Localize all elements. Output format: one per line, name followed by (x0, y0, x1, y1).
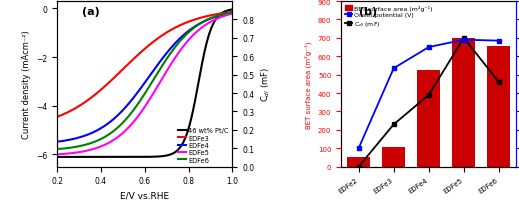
EDFe5 (157, 81, 163, 83)
46 wt% Pt/C (54, 156, 60, 158)
EDFe5 (85, 149, 91, 152)
Y-axis label: Current density (mAcm⁻²): Current density (mAcm⁻²) (22, 30, 31, 139)
EDFe5 (54, 153, 60, 156)
EDFe6 (54, 148, 60, 151)
Legend: 46 wt% Pt/C, EDFe3, EDFe4, EDFe5, EDFe6: 46 wt% Pt/C, EDFe3, EDFe4, EDFe5, EDFe6 (177, 127, 229, 164)
EDFe5 (186, 39, 192, 41)
46 wt% Pt/C (186, 126, 192, 128)
Line: EDFe4: EDFe4 (57, 14, 233, 142)
EDFe6 (133, 105, 140, 108)
EDFe3 (99, 88, 105, 90)
Legend: BET surface area (m²g⁻¹), Onset potential (V), C$_{dl}$ (mF): BET surface area (m²g⁻¹), Onset potentia… (344, 5, 433, 29)
EDFe4 (229, 12, 236, 15)
46 wt% Pt/C (133, 156, 140, 158)
EDFe4 (133, 93, 140, 96)
Y-axis label: BET surface area (m²g⁻¹): BET surface area (m²g⁻¹) (305, 41, 312, 128)
Text: (a): (a) (81, 7, 99, 17)
EDFe3 (85, 99, 91, 102)
Bar (347, 157, 370, 167)
X-axis label: E/V vs.RHE: E/V vs.RHE (120, 191, 169, 200)
EDFe3 (186, 21, 192, 24)
EDFe5 (133, 118, 140, 120)
Line: EDFe3: EDFe3 (57, 13, 233, 117)
46 wt% Pt/C (99, 156, 105, 158)
46 wt% Pt/C (157, 155, 163, 158)
Text: (b): (b) (359, 7, 377, 17)
EDFe4 (99, 127, 105, 129)
EDFe5 (171, 59, 177, 61)
EDFe6 (229, 12, 236, 14)
EDFe4 (171, 44, 177, 46)
EDFe4 (157, 61, 163, 63)
EDFe6 (171, 48, 177, 50)
EDFe4 (186, 30, 192, 33)
EDFe6 (85, 143, 91, 145)
EDFe5 (99, 145, 105, 147)
46 wt% Pt/C (229, 9, 236, 12)
EDFe3 (157, 36, 163, 39)
46 wt% Pt/C (171, 152, 177, 154)
Bar (487, 47, 510, 167)
Bar (453, 39, 475, 167)
Bar (383, 147, 405, 167)
Line: EDFe5: EDFe5 (57, 15, 233, 155)
Bar (417, 71, 440, 167)
EDFe3 (229, 12, 236, 14)
46 wt% Pt/C (85, 156, 91, 158)
EDFe3 (133, 56, 140, 58)
EDFe3 (54, 116, 60, 118)
EDFe6 (157, 68, 163, 70)
Line: EDFe6: EDFe6 (57, 13, 233, 149)
EDFe4 (54, 141, 60, 143)
EDFe6 (186, 32, 192, 34)
EDFe3 (171, 28, 177, 30)
EDFe6 (99, 137, 105, 140)
EDFe5 (229, 13, 236, 16)
Y-axis label: C$_{dl}$ (mF): C$_{dl}$ (mF) (260, 67, 272, 102)
EDFe4 (85, 133, 91, 136)
Line: 46 wt% Pt/C: 46 wt% Pt/C (57, 10, 233, 157)
